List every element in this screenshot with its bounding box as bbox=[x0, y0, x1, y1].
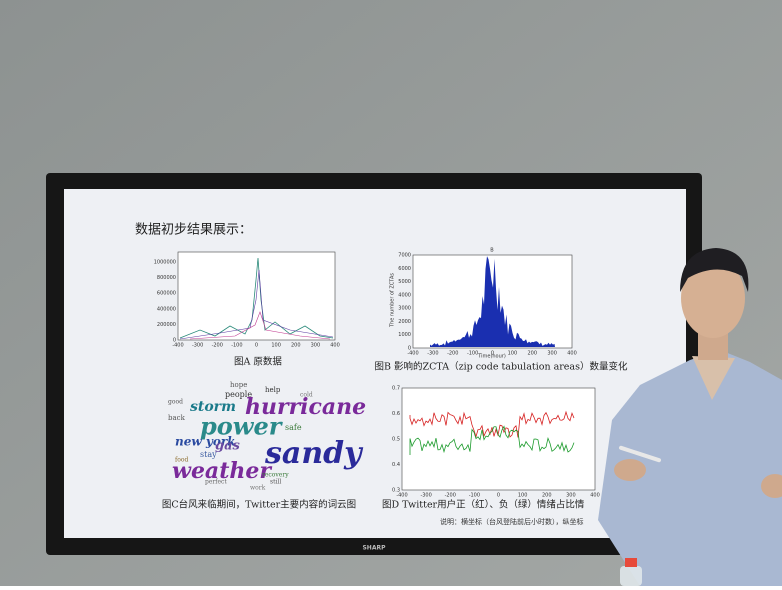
x-tick-label: -200 bbox=[445, 493, 456, 499]
y-tick-label: 5000 bbox=[398, 279, 411, 285]
y-tick-label: 200000 bbox=[157, 322, 176, 328]
figure-b-title: B bbox=[490, 248, 494, 254]
y-tick-label: 1000000 bbox=[154, 260, 176, 266]
figure-a-line bbox=[179, 257, 334, 339]
y-tick-label: 3000 bbox=[398, 306, 411, 312]
cloud-word: people bbox=[225, 390, 252, 399]
cloud-word: weather bbox=[172, 458, 272, 484]
y-tick-label: 4000 bbox=[398, 292, 411, 298]
x-tick-label: 400 bbox=[590, 493, 600, 499]
cloud-word: power bbox=[200, 412, 284, 441]
figure-a-line bbox=[179, 269, 334, 340]
x-tick-label: 100 bbox=[508, 351, 518, 357]
y-axis-label: The number of ZCTAs bbox=[390, 273, 396, 328]
y-tick-label: 0.7 bbox=[392, 386, 400, 392]
figure-b-area bbox=[430, 256, 555, 347]
figure-caption: 图D Twitter用户正（红）、负（绿）情绪占比情 bbox=[382, 499, 585, 511]
cloud-word: gas bbox=[215, 439, 241, 454]
y-tick-label: 1000 bbox=[398, 332, 411, 338]
x-tick-label: 400 bbox=[330, 343, 340, 349]
cloud-word: sandy bbox=[264, 436, 364, 471]
cloud-word: new york bbox=[175, 435, 235, 449]
x-axis-label: Time(hour) bbox=[477, 354, 506, 360]
x-tick-label: -400 bbox=[407, 351, 418, 357]
y-tick-label: 6000 bbox=[398, 266, 411, 272]
y-tick-label: 0.5 bbox=[392, 437, 400, 443]
x-tick-label: -300 bbox=[420, 493, 431, 499]
x-tick-label: -400 bbox=[396, 493, 407, 499]
cloud-word: cold bbox=[300, 392, 313, 399]
cloud-word: hurricane bbox=[245, 394, 366, 420]
x-tick-label: 200 bbox=[527, 351, 537, 357]
x-tick-label: -200 bbox=[447, 351, 458, 357]
cloud-word: safe bbox=[285, 423, 302, 432]
x-tick-label: -300 bbox=[192, 343, 203, 349]
y-tick-label: 0 bbox=[408, 346, 411, 352]
y-tick-label: 7000 bbox=[398, 253, 411, 259]
figure-d-frame bbox=[401, 387, 596, 491]
x-tick-label: -300 bbox=[427, 351, 438, 357]
cloud-word: stay bbox=[200, 450, 217, 459]
figure-caption: 图A 原数据 bbox=[234, 356, 282, 368]
cloud-word: good bbox=[168, 399, 183, 406]
cloud-word: still bbox=[270, 479, 281, 486]
figure-a-line bbox=[189, 311, 331, 340]
bottle bbox=[620, 558, 642, 586]
y-tick-label: 0.4 bbox=[392, 462, 400, 468]
x-tick-label: -100 bbox=[467, 351, 478, 357]
x-tick-label: 400 bbox=[567, 351, 577, 357]
cloud-word: help bbox=[265, 386, 281, 394]
y-tick-label: 0.3 bbox=[392, 488, 400, 494]
figure-d-line bbox=[409, 410, 575, 438]
cloud-word: perfect bbox=[205, 479, 227, 486]
x-tick-label: 200 bbox=[542, 493, 552, 499]
x-tick-label: -100 bbox=[469, 493, 480, 499]
cloud-word: work bbox=[250, 485, 266, 492]
x-tick-label: 100 bbox=[271, 343, 281, 349]
figure-d-line bbox=[409, 425, 575, 455]
x-tick-label: 100 bbox=[518, 493, 528, 499]
figure-note: 说明：横坐标（台风登陆前后小时数），纵坐标 bbox=[440, 517, 584, 526]
y-tick-label: 400000 bbox=[157, 306, 176, 312]
x-tick-label: -400 bbox=[172, 343, 183, 349]
x-tick-label: 300 bbox=[311, 343, 321, 349]
cloud-word: back bbox=[168, 414, 186, 422]
x-tick-label: -200 bbox=[212, 343, 223, 349]
y-tick-label: 0.6 bbox=[392, 411, 400, 417]
x-tick-label: 0 bbox=[491, 351, 494, 357]
x-tick-label: 300 bbox=[547, 351, 557, 357]
figure-caption: 图B 影响的ZCTA（zip code tabulation areas）数量变… bbox=[375, 361, 628, 373]
x-tick-label: -100 bbox=[231, 343, 242, 349]
cloud-word: hope bbox=[230, 381, 247, 389]
cloud-word: storm bbox=[190, 399, 236, 415]
presenter bbox=[598, 248, 782, 586]
y-tick-label: 800000 bbox=[157, 275, 176, 281]
tv-brand: SHARP bbox=[362, 545, 386, 552]
cloud-word: recovery bbox=[262, 472, 289, 479]
slide-title: 数据初步结果展示： bbox=[135, 223, 252, 238]
x-tick-label: 0 bbox=[497, 493, 500, 499]
x-tick-label: 300 bbox=[566, 493, 576, 499]
y-tick-label: 0 bbox=[173, 338, 176, 344]
x-tick-label: 200 bbox=[291, 343, 301, 349]
y-tick-label: 2000 bbox=[398, 319, 411, 325]
cloud-word: food bbox=[175, 457, 188, 464]
y-tick-label: 600000 bbox=[157, 291, 176, 297]
figure-caption: 图C台风来临期间，Twitter主要内容的词云图 bbox=[162, 499, 356, 511]
x-tick-label: 0 bbox=[255, 343, 258, 349]
